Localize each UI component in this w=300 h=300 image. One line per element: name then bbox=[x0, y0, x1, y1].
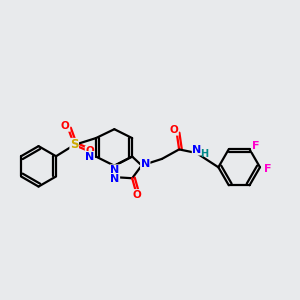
Text: O: O bbox=[169, 125, 178, 135]
Text: F: F bbox=[252, 141, 260, 151]
Text: S: S bbox=[70, 138, 79, 152]
Text: N: N bbox=[85, 152, 94, 161]
Text: H: H bbox=[200, 148, 208, 159]
Text: N: N bbox=[110, 165, 120, 175]
Text: F: F bbox=[264, 164, 272, 174]
Text: N: N bbox=[110, 174, 120, 184]
Text: O: O bbox=[61, 121, 70, 131]
Text: N: N bbox=[192, 145, 202, 155]
Text: O: O bbox=[133, 190, 142, 200]
Text: N: N bbox=[141, 159, 150, 169]
Text: O: O bbox=[85, 146, 94, 157]
